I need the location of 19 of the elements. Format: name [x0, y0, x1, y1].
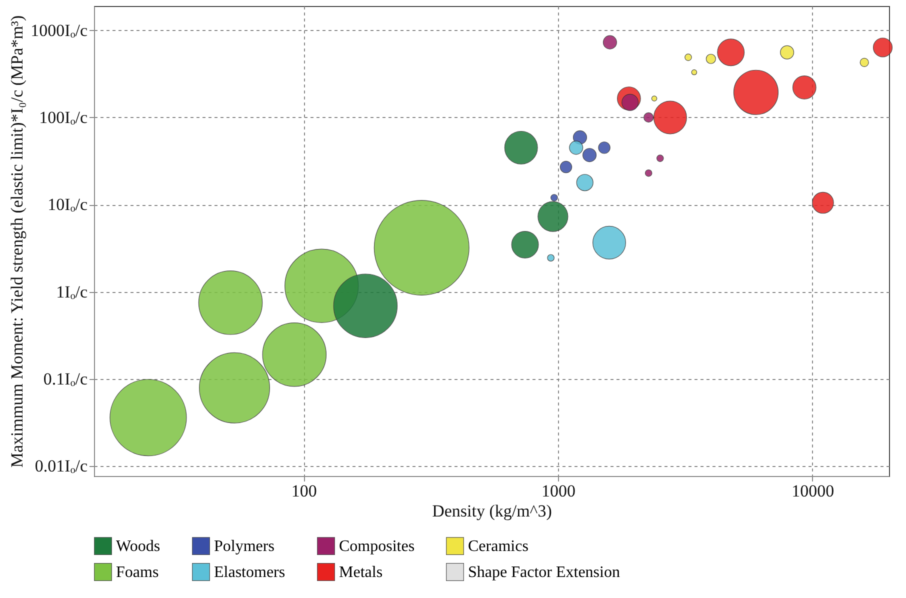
y-tick-label: 1Iₒ/c	[56, 282, 88, 302]
y-axis-title: Maximmum Moment: Yield strength (elastic limit)*I₀/c (MPa*m³)	[8, 15, 27, 468]
y-tick-label: 100Iₒ/c	[39, 108, 88, 127]
y-tick-label: 10Iₒ/c	[48, 195, 88, 214]
y-tick-label: 0.01Iₒ/c	[34, 456, 88, 476]
x-tick-label: 1000	[542, 482, 576, 500]
legend-label: Ceramics	[468, 538, 528, 556]
y-tick-label: 1000Iₒ/c	[30, 20, 88, 40]
legend-label: Composites	[339, 538, 415, 556]
x-tick-label: 100	[291, 482, 317, 500]
legend-label: Polymers	[214, 538, 274, 556]
y-tick-label: 0.1Iₒ/c	[43, 369, 88, 388]
legend-label: Woods	[116, 538, 160, 556]
legend-label: Foams	[116, 564, 159, 581]
legend-label: Shape Factor Extension	[468, 564, 620, 581]
x-tick-label: 10000	[792, 482, 834, 500]
legend-label: Elastomers	[214, 564, 286, 581]
legend-label: Metals	[339, 564, 383, 581]
x-axis-title: Density (kg/m^3)	[432, 502, 552, 520]
